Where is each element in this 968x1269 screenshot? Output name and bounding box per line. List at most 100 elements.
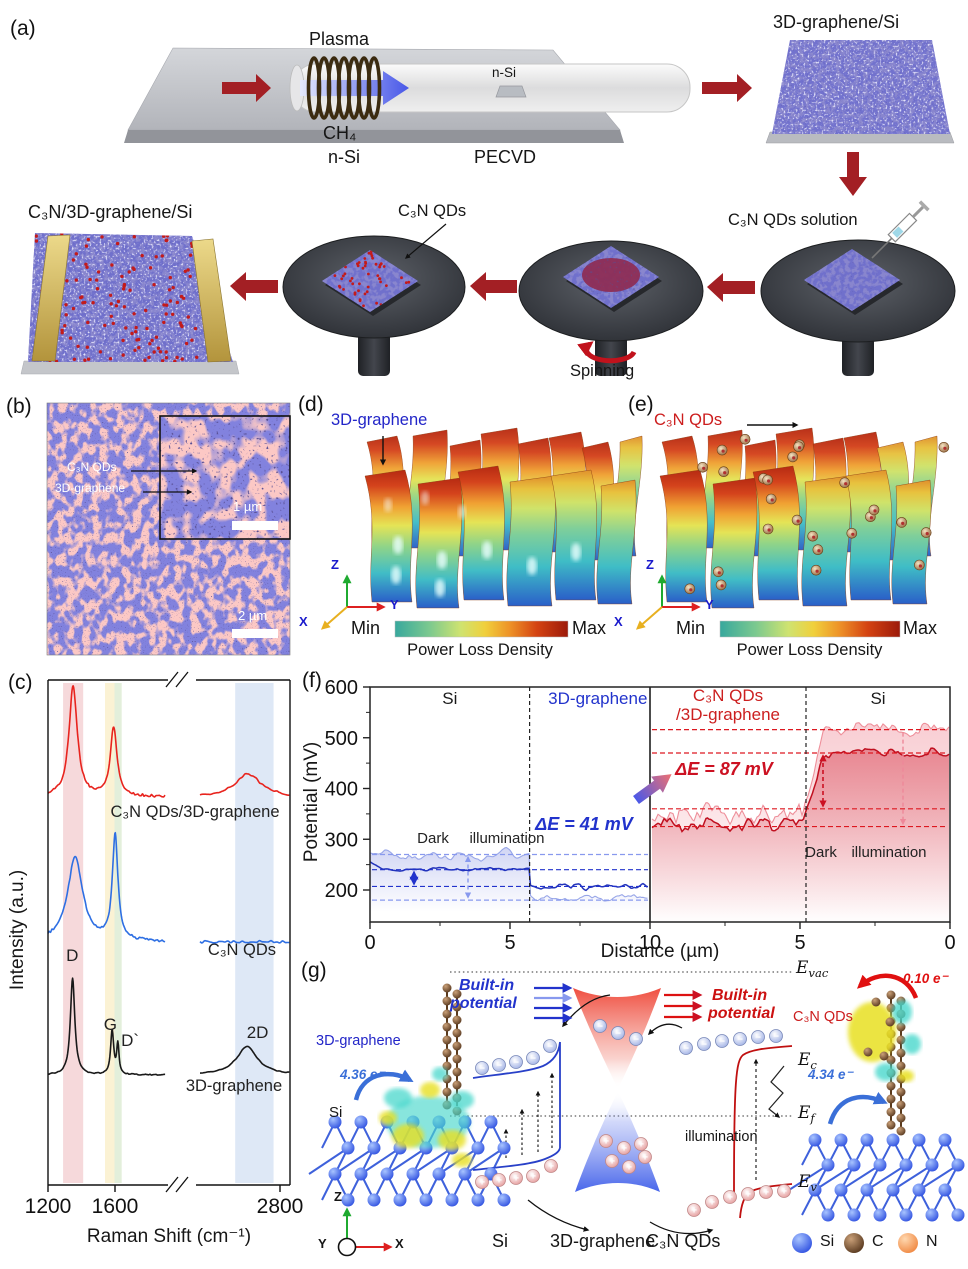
e-min: Min	[676, 618, 706, 638]
legend-n-atom-icon	[898, 1233, 918, 1253]
si-atom	[834, 1133, 848, 1147]
si-atom	[834, 1183, 848, 1197]
qds-solution-label: C₃N QDs solution	[728, 211, 858, 229]
g-illumination: illumination	[685, 1129, 758, 1145]
charge-arrow-4.34	[827, 1091, 888, 1125]
c-atom	[452, 1002, 462, 1012]
qd-dot	[358, 282, 361, 286]
c-atom	[452, 1015, 462, 1025]
hot-spot	[527, 557, 537, 575]
si-atom	[341, 1193, 355, 1207]
dark-label: Dark	[417, 830, 449, 847]
highlight-band	[235, 683, 274, 1183]
qd-dot	[376, 274, 380, 277]
electron-icon	[715, 1034, 729, 1048]
charge-arrow-0.10	[856, 973, 919, 999]
highlight-band	[105, 683, 115, 1183]
hot-spot	[482, 541, 492, 559]
n-si-label: n-Si	[328, 147, 361, 167]
laser-icon	[633, 774, 672, 805]
pecvd-label: PECVD	[474, 147, 537, 167]
d-axis-x: X	[299, 614, 308, 629]
hole-icon	[638, 1150, 652, 1164]
axis-icon-g	[337, 1207, 393, 1257]
panel-e-tag: (e)	[628, 393, 654, 416]
hole-icon	[599, 1134, 613, 1148]
si-atom	[808, 1183, 822, 1197]
dft-models: − − − −−−−−− − − − − −+ + + ++++ ++++++ + + + +	[308, 983, 965, 1222]
carrier-sign: −	[530, 1054, 536, 1065]
si-atom	[367, 1141, 381, 1155]
g-axis-x: X	[395, 1236, 404, 1251]
raman-trace	[199, 772, 290, 796]
highlight-band	[114, 683, 122, 1183]
qd-core	[767, 528, 771, 532]
c-atom	[886, 1107, 896, 1117]
si-atom	[860, 1183, 874, 1197]
c-atom	[896, 1087, 906, 1097]
d-min: Min	[351, 618, 381, 638]
g-left-name: 3D-graphene	[316, 1033, 401, 1049]
si-atom	[938, 1133, 952, 1147]
panel-b-sem	[46, 402, 291, 656]
field-arrows	[503, 1072, 555, 1158]
qd-core	[689, 588, 693, 592]
dirac-cone-lower	[575, 1091, 660, 1192]
si-bond	[788, 1164, 829, 1191]
qd-core	[702, 466, 706, 470]
gold-electrode	[31, 234, 71, 362]
graphene-si-label: 3D-graphene/Si	[773, 12, 900, 32]
illumination-label: illumination	[851, 844, 926, 861]
scalebar	[232, 521, 278, 530]
qd-dot	[343, 272, 347, 276]
qd-dot	[382, 265, 386, 268]
c-atom	[896, 1022, 906, 1032]
si-atom	[458, 1167, 472, 1181]
electron-icon	[751, 1030, 765, 1044]
qd-core	[869, 516, 874, 520]
b-scale-main: 2 µm	[238, 608, 268, 623]
si-atom	[886, 1133, 900, 1147]
qd-dot	[385, 284, 388, 287]
e-axis-x: X	[614, 614, 623, 629]
graphene-sheet	[659, 469, 708, 603]
graphene-sheet	[457, 465, 505, 601]
g-ev-label: Ev	[798, 1173, 817, 1193]
c-atom	[442, 996, 452, 1006]
final-device	[20, 233, 240, 375]
legend-n-label: N	[926, 1233, 938, 1250]
carrier-sign: +	[727, 1193, 733, 1204]
qd-dot	[365, 290, 369, 294]
carrier-sign: +	[691, 1206, 697, 1217]
si-atom	[432, 1167, 446, 1181]
qd-dot	[371, 256, 374, 260]
carrier-sign: −	[737, 1035, 743, 1046]
si-atom	[925, 1208, 939, 1222]
x-tick-label: 2800	[257, 1195, 304, 1218]
si-atom	[471, 1193, 485, 1207]
kpfm-area-dark	[370, 861, 648, 922]
x-tick-label: 10	[639, 932, 661, 954]
g-left-substrate: Si	[329, 1104, 343, 1121]
hole-icon	[509, 1171, 523, 1185]
ef-base: E	[798, 1103, 811, 1123]
electron-icon	[526, 1051, 540, 1065]
e-colorbar-title: Power Loss Density	[736, 641, 883, 659]
b-qds-label: C₃N QDs	[67, 460, 117, 474]
panel-e-simulation	[659, 427, 950, 609]
g-ef-label: Ef	[798, 1103, 815, 1124]
tube-wafer	[495, 85, 527, 98]
si-atom	[912, 1133, 926, 1147]
graphene-sheet	[801, 475, 851, 607]
qd-dot	[341, 274, 345, 278]
spin-arrow-icon	[577, 341, 637, 364]
qd-core	[770, 498, 774, 502]
hot-spot	[458, 505, 466, 519]
si-atom	[899, 1158, 913, 1172]
g-builtin-left-2: potential	[450, 995, 517, 1012]
electron-icon	[509, 1055, 523, 1069]
f-xlabel: Distance (µm)	[600, 941, 720, 962]
electron-icon	[697, 1037, 711, 1051]
qd-core	[873, 509, 877, 513]
c-atom	[442, 983, 452, 993]
